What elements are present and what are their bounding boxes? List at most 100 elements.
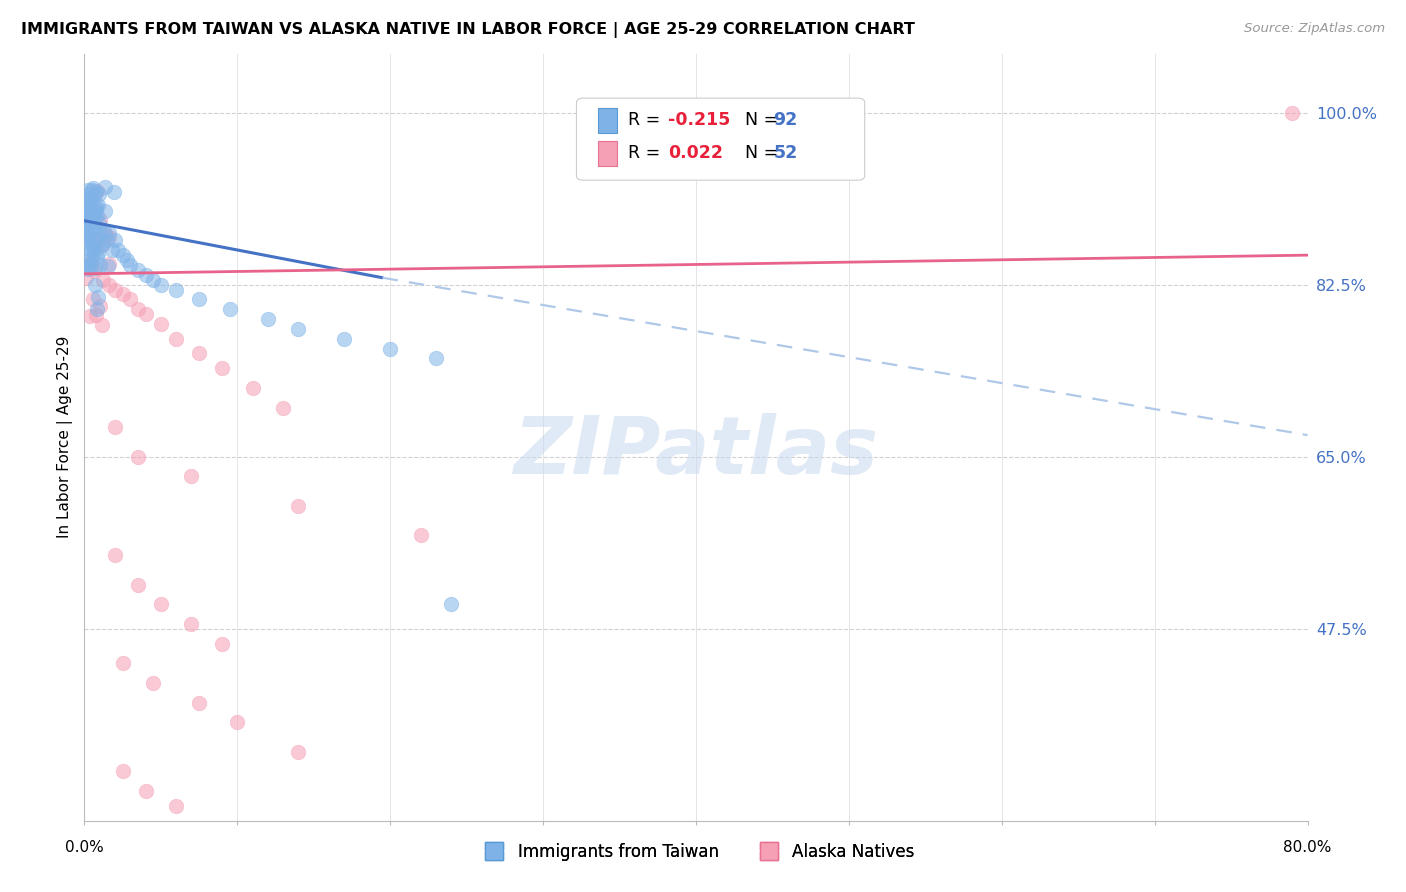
Point (135, 268, 157, 282)
Point (83, 203, 105, 218)
Point (425, 351, 447, 366)
Point (333, 332, 356, 346)
Point (440, 597, 463, 611)
Point (287, 322, 309, 336)
Point (91, 273, 114, 287)
Point (80, 237, 103, 252)
Point (188, 346, 211, 360)
Point (89, 213, 111, 227)
Point (188, 696, 211, 710)
Point (107, 244, 129, 258)
Text: ZIPatlas: ZIPatlas (513, 413, 879, 491)
Point (87, 236, 110, 251)
Text: R =: R = (628, 145, 666, 162)
Point (83, 205, 105, 219)
Point (87, 216, 110, 230)
Point (111, 287, 134, 301)
Point (86, 232, 108, 246)
Point (84, 235, 107, 250)
Text: 92: 92 (773, 112, 797, 129)
Point (77, 227, 100, 242)
Point (82, 209, 104, 223)
Point (287, 499, 309, 513)
Point (96, 233, 118, 247)
Point (76, 261, 98, 276)
Point (97, 277, 120, 292)
Point (75, 214, 97, 228)
Point (80, 210, 103, 224)
Point (111, 248, 134, 262)
Point (83, 188, 105, 202)
Point (90, 318, 112, 332)
Point (83, 212, 105, 227)
Point (84, 219, 107, 234)
Point (103, 185, 125, 199)
Point (80, 190, 103, 204)
Text: Source: ZipAtlas.com: Source: ZipAtlas.com (1244, 22, 1385, 36)
Point (79, 204, 101, 219)
Point (89, 224, 111, 238)
Point (76, 201, 98, 215)
Point (87, 246, 110, 260)
Point (135, 784, 157, 798)
Point (87, 186, 110, 201)
Text: IMMIGRANTS FROM TAIWAN VS ALASKA NATIVE IN LABOR FORCE | AGE 25-29 CORRELATION C: IMMIGRANTS FROM TAIWAN VS ALASKA NATIVE … (21, 22, 915, 38)
Point (97, 257, 120, 271)
Point (149, 597, 172, 611)
Point (1281, 105, 1303, 120)
Point (101, 244, 124, 258)
Point (127, 577, 149, 591)
Point (97, 226, 120, 240)
Point (127, 450, 149, 464)
Point (104, 233, 127, 247)
Point (79, 201, 101, 215)
Point (83, 264, 105, 278)
Point (79, 256, 101, 270)
Point (75, 235, 97, 249)
Point (104, 283, 127, 297)
Point (226, 715, 249, 730)
Point (75, 217, 97, 231)
Text: 52: 52 (773, 145, 797, 162)
Point (79, 207, 101, 221)
Point (97, 230, 120, 244)
Point (82, 239, 104, 253)
Point (89, 259, 111, 273)
Point (242, 381, 264, 395)
Point (142, 676, 165, 690)
Point (80, 209, 103, 223)
Point (257, 312, 280, 326)
Point (87, 198, 110, 212)
Point (80, 255, 103, 269)
Point (83, 223, 105, 237)
Point (127, 263, 149, 277)
Point (120, 293, 142, 307)
Point (82, 292, 104, 306)
Point (76, 187, 98, 202)
Point (104, 420, 127, 434)
Point (84, 199, 107, 213)
Point (80, 209, 103, 223)
Point (149, 317, 172, 331)
Point (80, 213, 103, 227)
Point (87, 290, 110, 304)
Text: R =: R = (628, 112, 666, 129)
Point (77, 203, 100, 218)
Point (94, 228, 117, 243)
Point (83, 245, 105, 260)
Point (77, 183, 100, 197)
Point (76, 228, 98, 243)
Point (90, 238, 112, 252)
Point (84, 308, 107, 322)
Point (380, 342, 402, 356)
Point (84, 260, 107, 275)
Point (115, 253, 138, 268)
Point (127, 302, 149, 317)
Point (218, 302, 240, 317)
Point (80, 191, 103, 205)
Text: N =: N = (734, 112, 783, 129)
Point (84, 235, 107, 249)
Point (94, 180, 117, 194)
Text: 0.022: 0.022 (668, 145, 723, 162)
Text: N =: N = (734, 145, 783, 162)
